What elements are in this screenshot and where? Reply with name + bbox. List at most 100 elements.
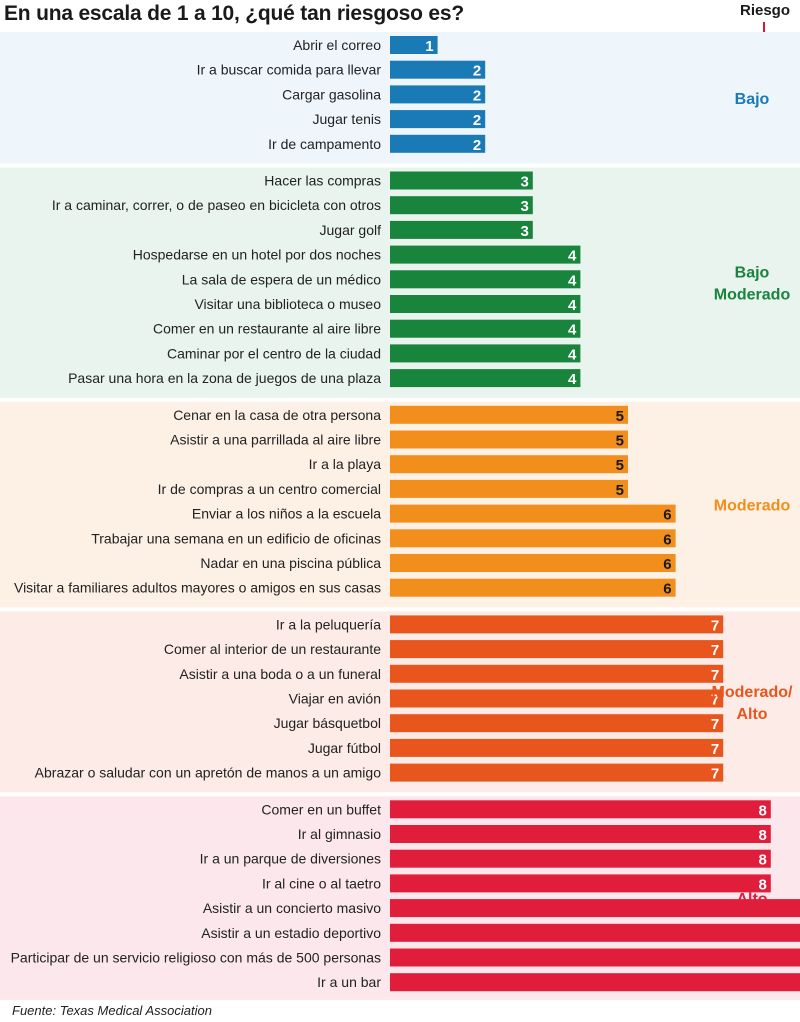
risk-value-label: 5 (616, 408, 624, 425)
activity-label: Abrazar o saludar con un apretón de mano… (35, 765, 382, 781)
activity-label: Nadar en una piscina pública (200, 555, 381, 571)
activity-label: Comer al interior de un restaurante (164, 641, 381, 657)
risk-value-label: 2 (473, 87, 481, 104)
risk-bar (390, 344, 581, 363)
activity-label: Enviar a los niños a la escuela (192, 506, 381, 522)
risk-bar (390, 800, 771, 819)
activity-label: Ir a un parque de diversiones (200, 851, 381, 867)
risk-column-header: Riesgo (739, 2, 790, 19)
risk-bar (390, 689, 724, 708)
activity-label: Ir de compras a un centro comercial (158, 481, 381, 497)
risk-level-label: Moderado (714, 498, 791, 515)
risk-value-label: 5 (616, 433, 624, 450)
risk-level-label: Bajo (735, 265, 770, 282)
risk-value-label: 2 (473, 112, 481, 129)
risk-value-label: 7 (711, 741, 719, 758)
risk-value-label: 7 (711, 716, 719, 733)
risk-value-label: 6 (663, 581, 671, 598)
activity-label: Ir a la peluquería (276, 616, 381, 632)
activity-label: Asistir a una boda o a un funeral (179, 666, 381, 682)
risk-bar (390, 479, 628, 498)
activity-label: Jugar fútbol (308, 740, 381, 756)
risk-value-label: 4 (568, 322, 577, 339)
risk-bar (390, 874, 771, 893)
activity-label: Pasar una hora en la zona de juegos de u… (68, 370, 381, 386)
activity-label: Ir a buscar comida para llevar (197, 62, 382, 78)
chart-title: En una escala de 1 a 10, ¿qué tan riesgo… (4, 2, 464, 25)
risk-value-label: 3 (520, 223, 528, 240)
risk-bar (390, 134, 486, 153)
risk-value-label: 7 (711, 667, 719, 684)
risk-level-label: Bajo (735, 91, 770, 108)
activity-label: Ir a la playa (309, 456, 382, 472)
risk-bar (390, 405, 628, 424)
risk-value-label: 6 (663, 507, 671, 524)
activity-label: Ir a un bar (317, 974, 381, 990)
risk-bar (390, 899, 800, 918)
risk-value-label: 4 (568, 297, 577, 314)
risk-value-label: 1 (425, 38, 433, 55)
risk-value-label: 2 (473, 63, 481, 80)
risk-bar (390, 738, 724, 757)
risk-bar (390, 578, 676, 597)
activity-label: Hacer las compras (264, 173, 381, 189)
risk-bar (390, 948, 800, 967)
risk-bar (390, 763, 724, 782)
risk-value-label: 4 (568, 346, 577, 363)
risk-value-label: 4 (568, 272, 577, 289)
activity-label: Jugar tenis (313, 111, 381, 127)
risk-value-label: 4 (568, 371, 577, 388)
risk-value-label: 4 (568, 248, 577, 265)
risk-level-label: Moderado/ (712, 684, 793, 701)
risk-value-label: 5 (616, 457, 624, 474)
activity-label: Hospedarse en un hotel por dos noches (133, 247, 381, 263)
risk-bar (390, 714, 724, 733)
risk-value-label: 3 (520, 174, 528, 191)
activity-label: Ir al cine o al taetro (262, 875, 381, 891)
risk-level-label: Moderado (714, 287, 791, 304)
risk-bar (390, 973, 800, 992)
risk-bar (390, 923, 800, 942)
risk-value-label: 7 (711, 766, 719, 783)
risk-level-label: Alto (736, 706, 767, 723)
risk-bar (390, 36, 438, 54)
risk-bar (390, 529, 676, 548)
risk-bar (390, 60, 486, 79)
risk-value-label: 7 (711, 642, 719, 659)
risk-bar (390, 664, 724, 683)
source-note: Fuente: Texas Medical Association (12, 1003, 212, 1018)
risk-bar (390, 220, 533, 239)
activity-label: Asistir a una parrillada al aire libre (170, 432, 381, 448)
activity-label: Caminar por el centro de la ciudad (167, 345, 381, 361)
activity-label: Comer en un buffet (261, 801, 381, 817)
activity-label: Visitar a familiares adultos mayores o a… (14, 580, 381, 596)
risk-value-label: 6 (663, 556, 671, 573)
risk-level-label: Alto (736, 891, 767, 908)
activity-label: Comer en un restaurante al aire libre (153, 321, 381, 337)
risk-bar (390, 85, 486, 104)
activity-label: Cenar en la casa de otra persona (173, 407, 381, 423)
activity-label: Ir de campamento (268, 136, 381, 152)
risk-value-label: 2 (473, 137, 481, 154)
activity-label: Jugar básquetbol (274, 715, 381, 731)
activity-label: Cargar gasolina (282, 86, 381, 102)
risk-value-label: 7 (711, 692, 719, 709)
activity-label: La sala de espera de un médico (182, 271, 381, 287)
risk-bar (390, 171, 533, 190)
risk-bar (390, 245, 581, 264)
risk-bar (390, 270, 581, 289)
activity-label: Participar de un servicio religioso con … (11, 950, 381, 966)
activity-label: Asistir a un concierto masivo (203, 900, 381, 916)
activity-label: Trabajar una semana en un edificio de of… (91, 530, 381, 546)
risk-bar (390, 504, 676, 523)
risk-bar (390, 455, 628, 474)
activity-label: Ir a caminar, correr, o de paseo en bici… (52, 197, 381, 213)
activity-label: Jugar golf (320, 222, 382, 238)
activity-label: Ir al gimnasio (298, 826, 381, 842)
risk-bar (390, 640, 724, 659)
risk-bar (390, 615, 724, 634)
risk-bar (390, 849, 771, 868)
risk-value-label: 8 (758, 852, 766, 869)
risk-value-label: 8 (758, 876, 766, 893)
risk-bar (390, 554, 676, 572)
